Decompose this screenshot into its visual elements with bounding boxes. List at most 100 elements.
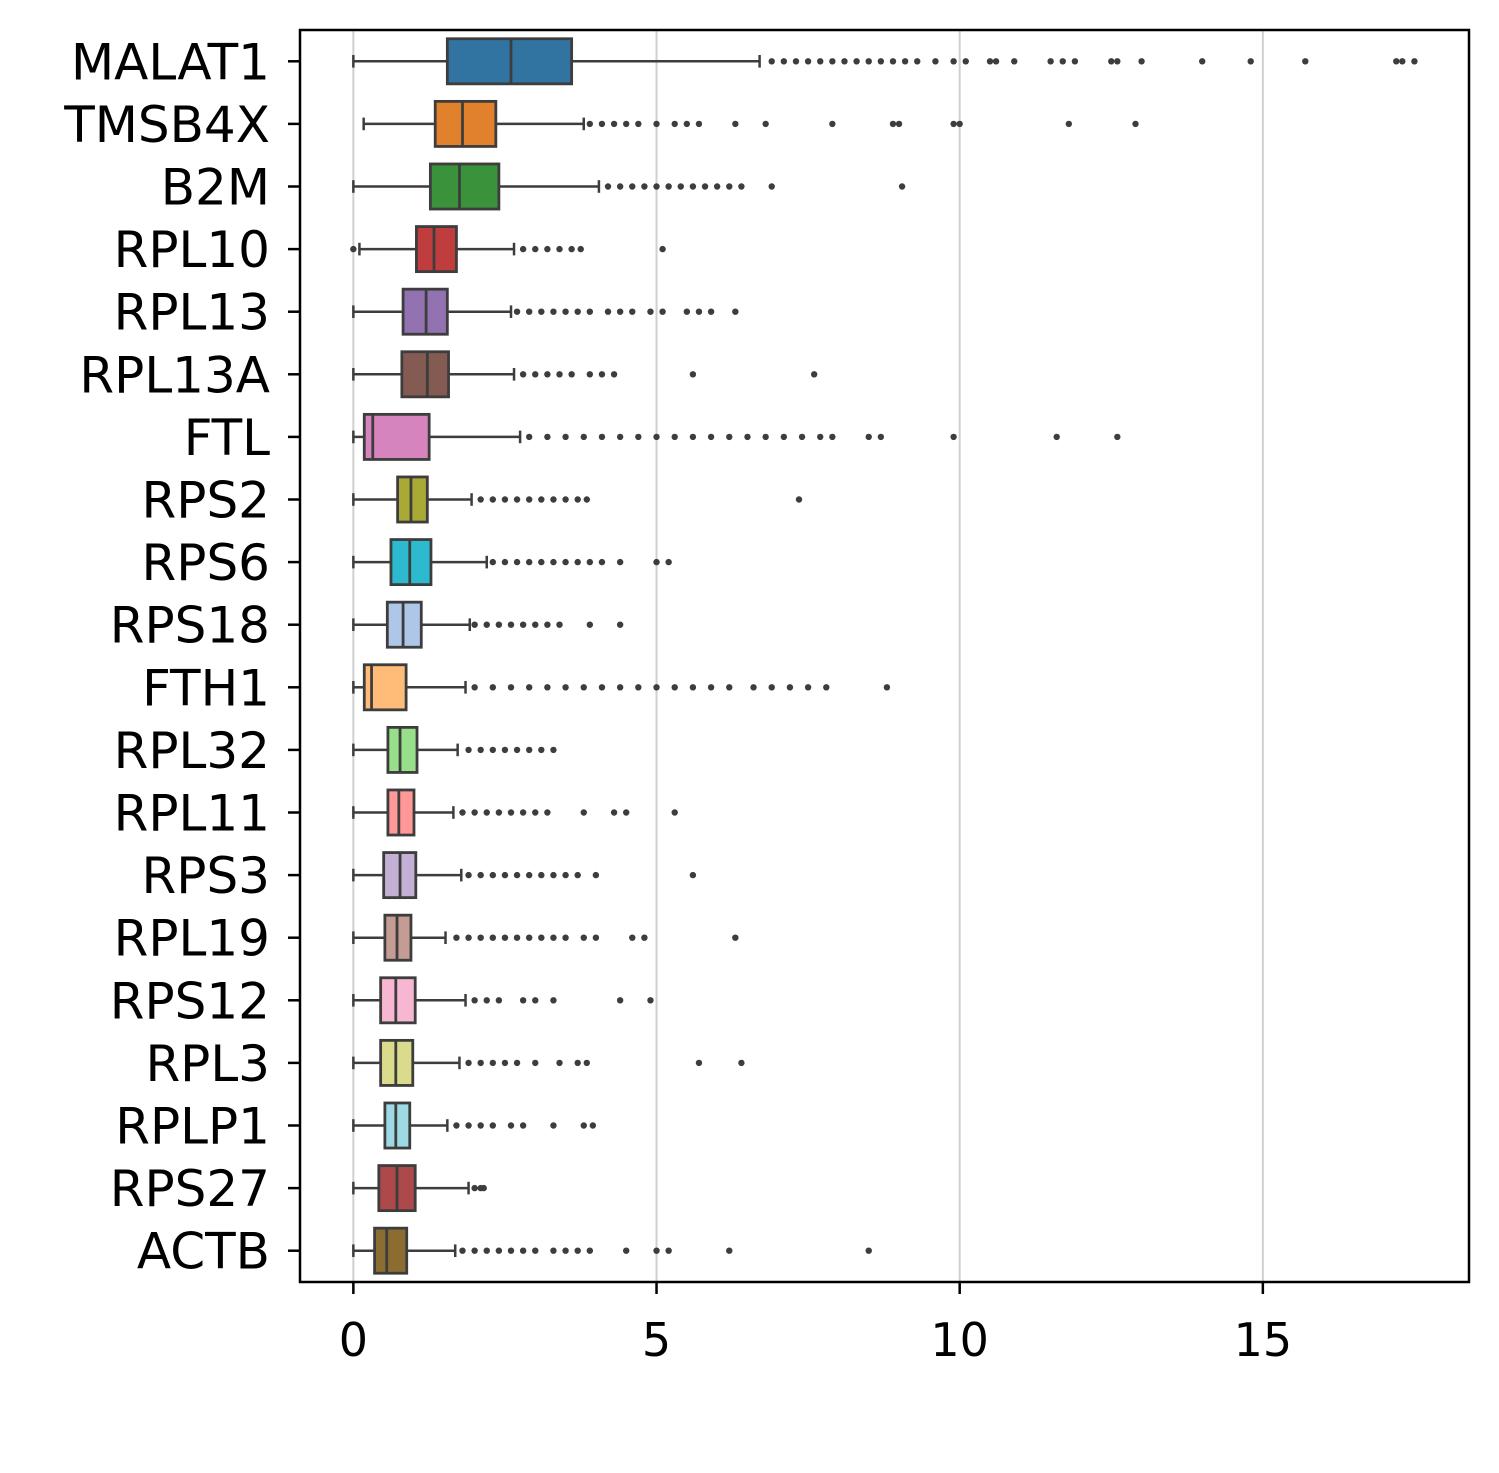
outlier-point bbox=[610, 809, 618, 816]
outlier-point bbox=[465, 746, 472, 754]
y-tick-label: RPS6 bbox=[142, 534, 270, 592]
box-group-rpl32 bbox=[352, 725, 557, 774]
outlier-point bbox=[956, 120, 963, 128]
outlier-point bbox=[477, 746, 484, 754]
outlier-point bbox=[659, 245, 666, 253]
box-group-rps2 bbox=[352, 475, 803, 524]
outlier-point bbox=[635, 433, 642, 441]
outlier-point bbox=[532, 1247, 539, 1254]
outlier-point bbox=[1399, 58, 1406, 65]
outlier-point bbox=[471, 1247, 478, 1254]
outlier-point bbox=[671, 684, 678, 691]
y-tick-label: RPS2 bbox=[142, 472, 270, 530]
outlier-point bbox=[556, 621, 563, 628]
outlier-point bbox=[525, 496, 533, 503]
outlier-point bbox=[513, 934, 521, 941]
outlier-point bbox=[1065, 120, 1073, 128]
outlier-point bbox=[616, 621, 624, 628]
outlier-point bbox=[550, 934, 557, 941]
outlier-point bbox=[574, 1247, 581, 1254]
outlier-point bbox=[629, 934, 636, 941]
outlier-point bbox=[804, 58, 812, 65]
outlier-point bbox=[489, 684, 497, 691]
outlier-point bbox=[586, 371, 594, 378]
outlier-point bbox=[483, 1247, 490, 1254]
x-tick-label: 10 bbox=[930, 1313, 989, 1367]
outlier-point bbox=[604, 183, 612, 190]
outlier-point bbox=[471, 684, 478, 691]
outlier-point bbox=[513, 496, 521, 503]
outlier-point bbox=[762, 120, 769, 128]
outlier-point bbox=[513, 1059, 521, 1067]
x-tick-label: 5 bbox=[642, 1313, 671, 1367]
outlier-point bbox=[829, 433, 836, 441]
outlier-point bbox=[695, 308, 703, 315]
outlier-point bbox=[525, 871, 533, 879]
outlier-point bbox=[350, 245, 357, 253]
outlier-point bbox=[465, 934, 472, 941]
outlier-point bbox=[671, 120, 678, 128]
outlier-point bbox=[653, 120, 660, 128]
y-tick-label: RPS27 bbox=[110, 1160, 270, 1218]
outlier-point bbox=[1108, 58, 1115, 65]
y-tick-label: RPS18 bbox=[110, 597, 270, 655]
y-axis: MALAT1TMSB4XB2MRPL10RPL13RPL13AFTLRPS2RP… bbox=[63, 33, 300, 1281]
outlier-point bbox=[629, 183, 636, 190]
outlier-point bbox=[550, 496, 557, 503]
box-group-b2m bbox=[352, 162, 906, 211]
y-tick-label: RPS3 bbox=[142, 847, 270, 905]
outlier-point bbox=[544, 621, 551, 628]
outlier-point bbox=[1047, 58, 1054, 65]
outlier-point bbox=[653, 684, 660, 691]
outlier-point bbox=[583, 1059, 590, 1067]
outlier-point bbox=[610, 120, 618, 128]
outlier-point bbox=[556, 1059, 563, 1067]
outlier-point bbox=[653, 183, 660, 190]
outlier-point bbox=[817, 433, 824, 441]
outlier-point bbox=[635, 120, 642, 128]
outlier-point bbox=[659, 308, 666, 315]
outlier-point bbox=[898, 183, 906, 190]
outlier-point bbox=[525, 934, 533, 941]
outlier-point bbox=[780, 433, 788, 441]
outlier-point bbox=[726, 1247, 733, 1254]
y-tick-label: RPL32 bbox=[114, 722, 270, 780]
outlier-point bbox=[689, 684, 697, 691]
outlier-point bbox=[671, 809, 678, 816]
outlier-point bbox=[762, 433, 769, 441]
outlier-point bbox=[586, 1247, 594, 1254]
outlier-point bbox=[635, 684, 642, 691]
outlier-point bbox=[707, 308, 715, 315]
outlier-point bbox=[744, 433, 751, 441]
outlier-point bbox=[501, 746, 509, 754]
outlier-point bbox=[616, 558, 624, 566]
outlier-point bbox=[616, 433, 624, 441]
outlier-point bbox=[695, 1059, 703, 1067]
y-tick-label: MALAT1 bbox=[71, 33, 270, 91]
outlier-point bbox=[598, 558, 606, 566]
outlier-point bbox=[532, 621, 539, 628]
box-group-rpl13 bbox=[352, 287, 739, 336]
outlier-point bbox=[525, 433, 533, 441]
y-tick-label: ACTB bbox=[137, 1223, 270, 1281]
outlier-point bbox=[1393, 58, 1400, 65]
outlier-point bbox=[877, 433, 885, 441]
y-tick-label: RPL13A bbox=[79, 346, 270, 404]
outlier-point bbox=[689, 433, 697, 441]
box-group-malat1 bbox=[352, 37, 1418, 86]
outlier-point bbox=[810, 371, 818, 378]
iqr-box bbox=[415, 225, 458, 274]
outlier-point bbox=[507, 809, 515, 816]
outlier-point bbox=[962, 58, 969, 65]
outlier-point bbox=[598, 433, 606, 441]
outlier-point bbox=[562, 1247, 569, 1254]
outlier-point bbox=[589, 1122, 597, 1129]
box-group-rpl19 bbox=[352, 913, 739, 962]
outlier-point bbox=[465, 871, 472, 879]
outlier-point bbox=[550, 1122, 557, 1129]
outlier-point bbox=[489, 934, 497, 941]
outlier-point bbox=[986, 58, 994, 65]
outlier-point bbox=[665, 183, 672, 190]
iqr-box bbox=[362, 412, 431, 461]
outlier-point bbox=[580, 1122, 587, 1129]
